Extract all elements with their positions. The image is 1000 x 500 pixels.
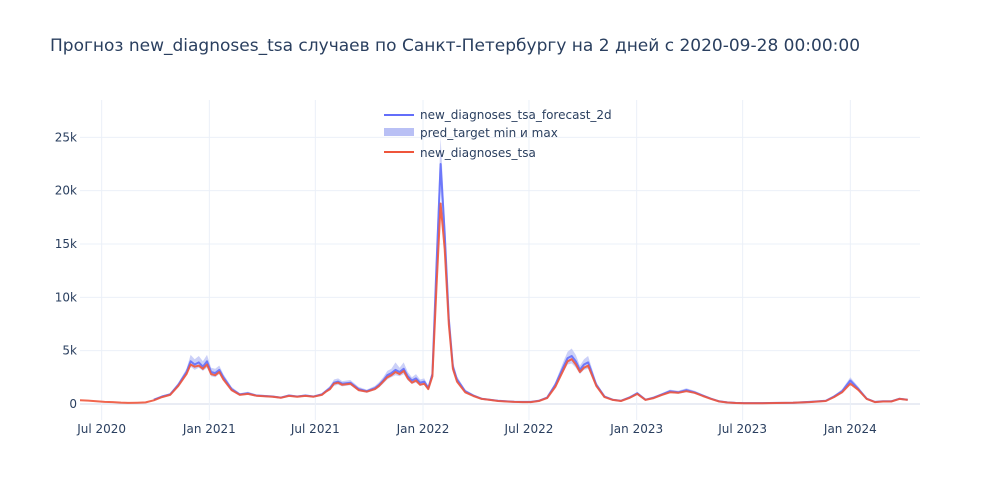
legend-swatch-band — [384, 128, 414, 136]
y-tick-label: 20k — [55, 184, 77, 198]
chart-title: Прогноз new_diagnoses_tsa случаев по Сан… — [50, 36, 860, 56]
legend[interactable]: new_diagnoses_tsa_forecast_2d pred_targe… — [384, 108, 612, 160]
legend-label-band: pred_target min и max — [420, 126, 558, 140]
x-tick-label: Jul 2021 — [290, 422, 340, 436]
y-tick-label: 0 — [69, 397, 77, 411]
x-tick-label: Jan 2022 — [396, 422, 450, 436]
x-tick-label: Jul 2022 — [504, 422, 554, 436]
grid-layer — [80, 100, 920, 420]
x-tick-label: Jan 2024 — [823, 422, 877, 436]
y-tick-label: 15k — [55, 237, 77, 251]
x-tick-label: Jul 2023 — [717, 422, 767, 436]
y-tick-label: 10k — [55, 290, 77, 304]
actual-series-line — [79, 202, 908, 405]
y-tick-label: 5k — [62, 344, 77, 358]
legend-item-forecast[interactable]: new_diagnoses_tsa_forecast_2d — [384, 108, 612, 122]
legend-label-forecast: new_diagnoses_tsa_forecast_2d — [420, 108, 612, 122]
line-layer — [79, 163, 908, 405]
legend-item-band[interactable]: pred_target min и max — [384, 126, 558, 140]
x-tick-label: Jan 2023 — [609, 422, 663, 436]
x-tick-label: Jan 2021 — [182, 422, 236, 436]
legend-item-actual[interactable]: new_diagnoses_tsa — [384, 146, 536, 160]
legend-label-actual: new_diagnoses_tsa — [420, 146, 536, 160]
axis-layer: 0 5k 10k 15k 20k 25k Jul 2020 Jan 2021 Jul 2021 J… — [55, 130, 877, 436]
x-tick-label: Jul 2020 — [76, 422, 126, 436]
y-tick-label: 25k — [55, 130, 77, 144]
